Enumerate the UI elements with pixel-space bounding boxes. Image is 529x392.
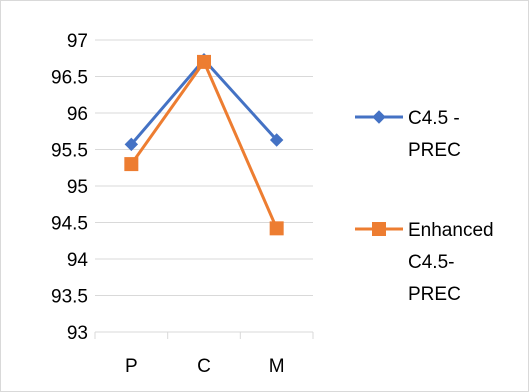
legend-label: PREC: [408, 140, 461, 161]
series-group: [124, 53, 284, 236]
legend-entry: Enhanced C4.5- PREC: [355, 220, 494, 305]
data-point: [269, 221, 284, 236]
data-point: [269, 133, 284, 147]
series-line: [130, 60, 279, 229]
x-tick-label: M: [269, 356, 285, 377]
legend: C4.5 - PREC Enhanced C4.5- PREC: [355, 108, 494, 305]
y-tick-label: 94.5: [51, 214, 88, 235]
x-tick-label: C: [197, 356, 211, 377]
y-tick-label: 93: [67, 323, 88, 344]
x-axis: [94, 331, 314, 339]
legend-entry: C4.5 - PREC: [355, 108, 461, 161]
y-tick-label: 94: [67, 250, 89, 271]
series-2: [124, 54, 284, 236]
legend-label: Enhanced: [408, 220, 494, 241]
data-point: [124, 137, 139, 152]
y-tick-label: 96: [67, 104, 88, 125]
y-tick-label: 97: [67, 31, 88, 52]
y-tick-label: 96.5: [51, 68, 88, 89]
y-tick-label: 93.5: [51, 287, 88, 308]
legend-swatch-marker: [372, 222, 386, 236]
legend-swatch-marker: [372, 110, 386, 124]
y-axis-tick-labels: 93 93.5 94 94.5 95 95.5 96 96.5 97: [51, 31, 88, 344]
legend-label: C4.5 -: [408, 108, 460, 129]
y-tick-label: 95.5: [51, 141, 88, 162]
data-point: [124, 157, 139, 172]
y-tick-label: 95: [67, 177, 88, 198]
data-point: [197, 54, 211, 69]
x-tick-label: P: [125, 356, 138, 377]
legend-label: C4.5-: [408, 252, 454, 273]
gridlines: [95, 39, 313, 333]
legend-label: PREC: [408, 284, 461, 305]
